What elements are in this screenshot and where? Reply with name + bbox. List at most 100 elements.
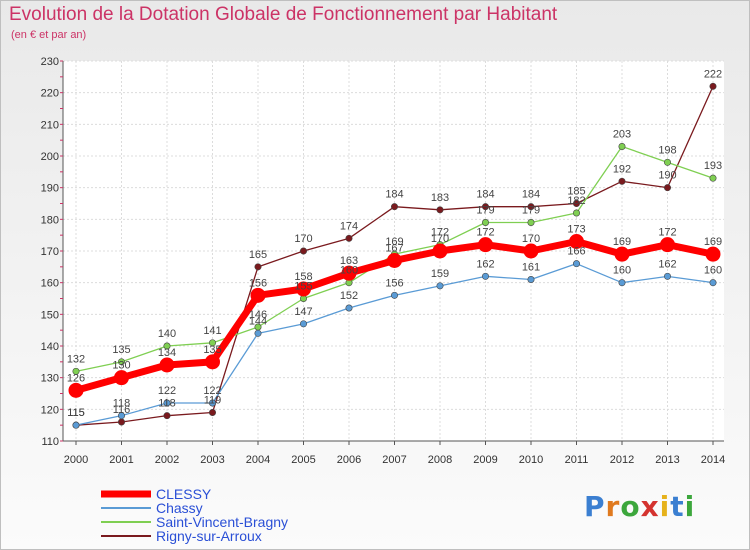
data-point	[663, 158, 671, 166]
data-label: 170	[294, 233, 312, 245]
data-point	[345, 234, 353, 242]
data-label: 193	[704, 160, 722, 172]
data-label: 166	[567, 246, 585, 258]
data-point	[569, 234, 584, 249]
x-tick-label: 2001	[109, 454, 133, 466]
data-label: 169	[385, 236, 403, 248]
y-tick-label: 230	[41, 56, 59, 68]
data-point	[299, 320, 307, 328]
data-label: 122	[203, 385, 221, 397]
legend-label: Chassy	[156, 500, 203, 516]
data-label: 159	[431, 268, 449, 280]
data-label: 141	[203, 325, 221, 337]
data-label: 134	[158, 347, 176, 359]
data-point	[618, 143, 626, 151]
legend-label: Saint-Vincent-Bragny	[156, 514, 288, 530]
data-label: 160	[613, 265, 631, 277]
data-point	[390, 203, 398, 211]
data-label: 203	[613, 129, 631, 141]
x-tick-label: 2014	[701, 454, 725, 466]
data-label: 170	[431, 233, 449, 245]
logo-letter: x	[640, 490, 660, 523]
data-point	[299, 247, 307, 255]
data-label: 135	[203, 344, 221, 356]
data-point	[705, 246, 721, 262]
data-point	[527, 275, 535, 283]
data-point	[209, 408, 217, 416]
data-label: 162	[476, 258, 494, 270]
x-tick-label: 2002	[155, 454, 179, 466]
chart-subtitle: (en € et par an)	[11, 29, 87, 41]
data-label: 169	[613, 236, 631, 248]
data-label: 172	[431, 227, 449, 239]
data-point	[572, 209, 580, 217]
y-tick-label: 110	[41, 436, 59, 448]
logo-letter: r	[605, 490, 621, 523]
data-label: 190	[658, 170, 676, 182]
x-tick-label: 2013	[655, 454, 679, 466]
data-label: 144	[249, 315, 267, 327]
logo-letter: P	[584, 490, 606, 523]
data-label: 160	[340, 265, 358, 277]
data-label: 140	[158, 328, 176, 340]
data-label: 179	[476, 205, 494, 217]
data-label: 161	[522, 262, 540, 274]
data-label: 184	[385, 189, 403, 201]
data-point	[572, 200, 580, 208]
y-tick-label: 180	[41, 214, 59, 226]
x-tick-label: 2012	[610, 454, 634, 466]
data-label: 192	[613, 163, 631, 175]
data-label: 118	[113, 398, 131, 410]
y-tick-label: 200	[41, 151, 59, 163]
x-tick-label: 2006	[337, 454, 361, 466]
x-tick-label: 2000	[64, 454, 88, 466]
data-label: 167	[385, 243, 403, 255]
data-label: 182	[567, 195, 585, 207]
data-point	[618, 177, 626, 185]
data-label: 115	[67, 407, 85, 419]
data-point	[387, 253, 402, 268]
data-label: 169	[704, 236, 722, 248]
data-point	[163, 399, 171, 407]
data-point	[436, 206, 444, 214]
legend-label: CLESSY	[156, 486, 212, 502]
data-point	[478, 237, 493, 253]
data-label: 173	[567, 224, 585, 236]
y-tick-label: 150	[41, 309, 59, 321]
data-point	[118, 358, 126, 366]
data-label: 122	[158, 385, 176, 397]
data-point	[527, 203, 535, 211]
data-label: 115	[67, 407, 85, 419]
data-label: 132	[67, 353, 85, 365]
data-point	[209, 339, 217, 347]
data-label: 172	[476, 227, 494, 239]
data-point	[72, 421, 80, 429]
y-tick-label: 140	[41, 341, 59, 353]
legend-label: Rigny-sur-Arroux	[156, 528, 262, 544]
data-point	[527, 219, 535, 227]
data-point	[118, 412, 126, 420]
y-tick-label: 220	[41, 88, 59, 100]
data-point	[663, 184, 671, 192]
data-point	[345, 304, 353, 312]
y-tick-label: 170	[41, 246, 59, 258]
data-label: 185	[567, 186, 585, 198]
x-tick-label: 2011	[565, 454, 589, 466]
data-label: 155	[294, 281, 312, 293]
data-point	[436, 282, 444, 290]
data-point	[296, 281, 311, 297]
data-label: 162	[658, 258, 676, 270]
data-label: 198	[658, 144, 676, 156]
x-tick-label: 2007	[382, 454, 406, 466]
data-point	[481, 203, 489, 211]
data-point	[614, 246, 630, 262]
data-point	[523, 243, 539, 259]
y-tick-label: 130	[41, 373, 59, 385]
data-label: 174	[340, 220, 358, 232]
data-label: 170	[522, 233, 540, 245]
data-label: 179	[522, 205, 540, 217]
data-point	[481, 272, 489, 280]
data-label: 163	[340, 255, 358, 267]
